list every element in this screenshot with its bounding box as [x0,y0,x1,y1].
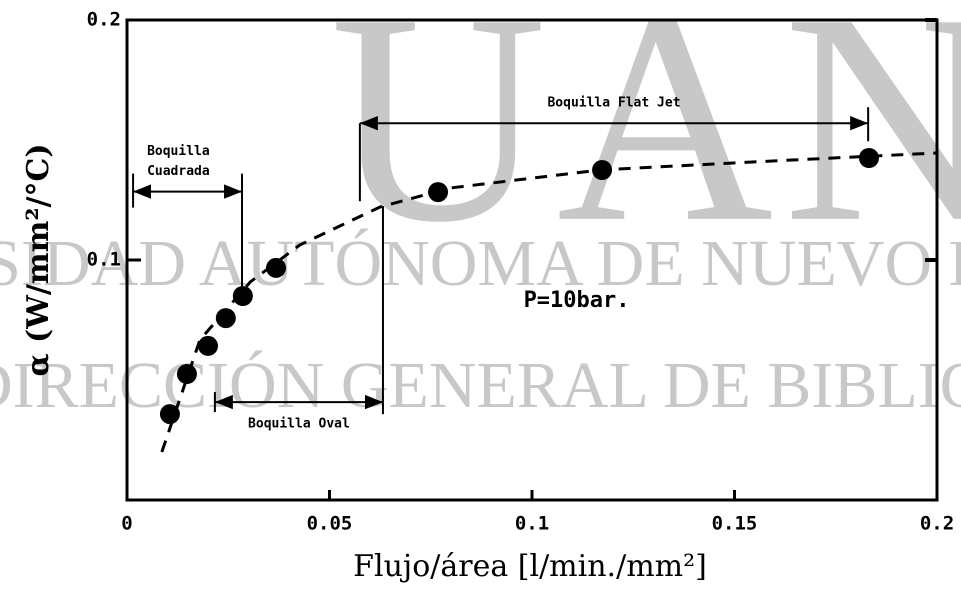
annotation-label: Cuadrada [147,164,210,179]
x-tick-label: 0.2 [920,513,954,535]
data-point [176,364,197,384]
y-tick-label: 0.2 [87,9,121,31]
data-point [858,148,879,168]
watermark: UANL UNIVERSIDAD AUTÓNOMA DE NUEVO LEÓN … [0,0,961,422]
data-point [266,257,287,278]
data-point [215,308,236,329]
x-tick-label: 0.15 [712,513,758,535]
data-point [428,182,449,203]
fit-curve [160,151,938,453]
watermark-line2: DIRECCIÓN GENERAL DE BIBLIOTECAS [0,349,961,422]
watermark-letters: UANL [330,0,961,284]
note: P=10bar. [524,288,630,313]
annotation-label: Boquilla Flat Jet [547,96,680,111]
x-tick-label: 0.1 [515,513,549,535]
watermark-line1: UNIVERSIDAD AUTÓNOMA DE NUEVO LEÓN [0,227,961,300]
data-point [232,286,253,306]
x-tick-label: 0 [121,513,132,535]
x-tick-label: 0.05 [307,513,353,535]
data-point [198,335,218,356]
annotation-label: Boquilla Oval [248,417,350,432]
y-tick-label: 0.1 [87,249,121,271]
data-point [159,404,180,425]
x-axis-label: Flujo/área [l/min./mm²] [353,549,707,584]
data-point [592,160,613,180]
annotation-label: Boquilla [147,144,210,159]
y-axis-label: α (W/mm²/°C) [21,143,56,376]
